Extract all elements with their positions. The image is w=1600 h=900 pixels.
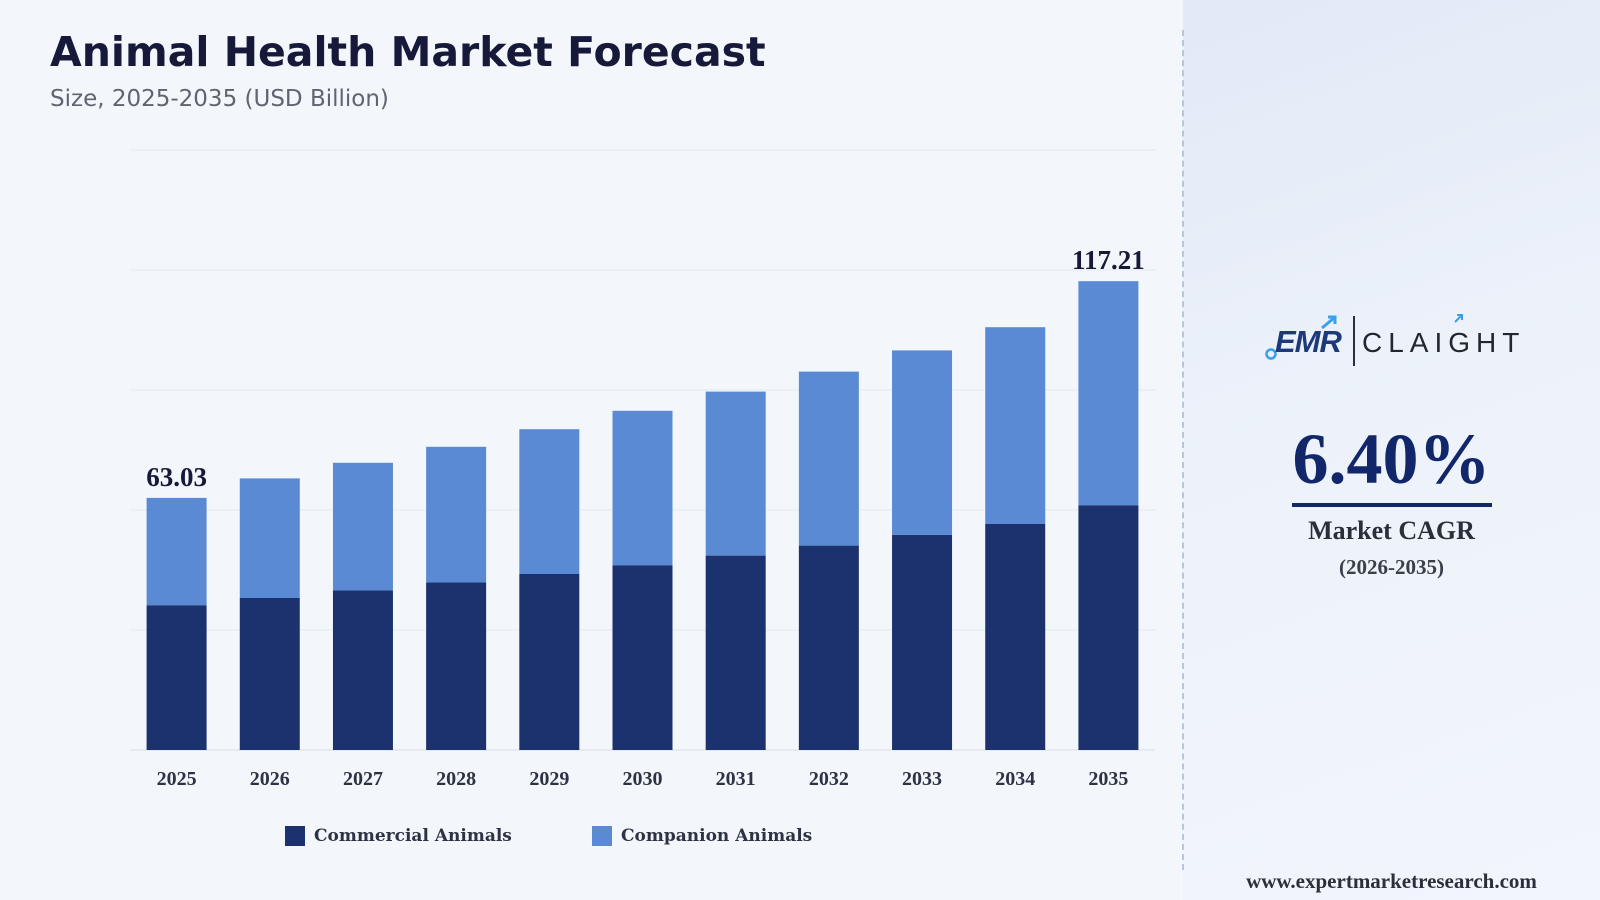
bar-companion-2026 [239,478,300,598]
bar-companion-2033 [892,350,953,535]
bar-commercial-2033 [892,534,953,750]
x-tick-label: 2035 [1088,768,1128,790]
cagr-value: 6.40% [1292,419,1491,499]
x-tick-label: 2029 [529,768,569,790]
logo-text-emr: EMR [1275,324,1342,359]
bar-commercial-2029 [519,574,580,750]
legend-label-companion: Companion Animals [621,826,813,846]
bar-companion-2031 [705,391,766,556]
chart-bars [146,281,1139,750]
cagr-underline [1292,503,1492,507]
x-tick-label: 2030 [623,768,663,790]
x-tick-label: 2033 [902,768,942,790]
website-url: www.expertmarketresearch.com [1246,869,1537,893]
bar-commercial-2035 [1078,505,1139,750]
legend-swatch-companion [592,826,612,846]
bar-commercial-2026 [239,598,300,750]
page-title: Animal Health Market Forecast [50,28,766,76]
total-label-2025: 63.03 [146,462,207,492]
logo-arrow-icon [1265,314,1463,360]
cagr-label: Market CAGR [1308,516,1475,545]
bar-companion-2035 [1078,281,1139,506]
logo-separator [1353,316,1355,366]
bar-total-labels: 63.03 117.21 [146,245,1145,492]
x-tick-label: 2026 [250,768,290,790]
bar-companion-2030 [612,410,673,566]
bar-commercial-2027 [332,590,393,750]
summary-panel [1183,0,1600,900]
bar-commercial-2031 [705,555,766,750]
bar-commercial-2032 [798,545,859,750]
bar-companion-2034 [985,327,1046,524]
x-tick-label: 2032 [809,768,849,790]
bar-commercial-2030 [612,565,673,750]
emr-claight-logo: EMR CLAIGHT [1262,312,1522,372]
cagr-period: (2026-2035) [1339,555,1444,579]
x-tick-label: 2028 [436,768,476,790]
bar-companion-2025 [146,497,207,606]
stacked-bar-chart: 2025 2026 2027 2028 2029 2030 2031 2032 2033 2034… [130,149,1155,790]
panel-divider [1182,30,1184,870]
legend-label-commercial: Commercial Animals [314,826,512,846]
x-tick-label: 2025 [157,768,197,790]
legend-item-companion: Companion Animals [592,826,812,846]
legend-swatch-commercial [285,826,305,846]
x-axis-tick-labels: 2025 2026 2027 2028 2029 2030 2031 2032 2033 2034… [157,768,1129,790]
bar-companion-2032 [798,371,859,546]
x-tick-label: 2027 [343,768,383,790]
bar-companion-2027 [332,462,393,591]
bar-commercial-2025 [146,605,207,750]
x-tick-label: 2031 [716,768,756,790]
page-subtitle: Size, 2025-2035 (USD Billion) [50,86,389,112]
x-tick-label: 2034 [995,768,1035,790]
bar-commercial-2028 [426,582,487,750]
legend-item-commercial: Commercial Animals [285,826,512,846]
total-label-2035: 117.21 [1072,245,1145,275]
logo-text-claight: CLAIGHT [1362,327,1526,358]
bar-commercial-2034 [985,524,1046,750]
bar-companion-2029 [519,429,580,574]
bar-companion-2028 [426,446,487,583]
chart-legend: Commercial Animals Companion Animals [0,826,1180,856]
